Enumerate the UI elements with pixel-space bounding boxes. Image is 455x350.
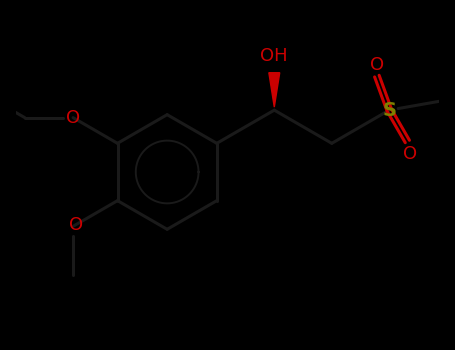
Text: S: S <box>382 101 396 120</box>
Text: O: O <box>66 108 80 127</box>
Text: O: O <box>403 145 417 162</box>
Polygon shape <box>269 73 280 107</box>
Text: O: O <box>370 56 384 74</box>
Text: OH: OH <box>260 47 288 65</box>
Text: O: O <box>69 216 83 234</box>
